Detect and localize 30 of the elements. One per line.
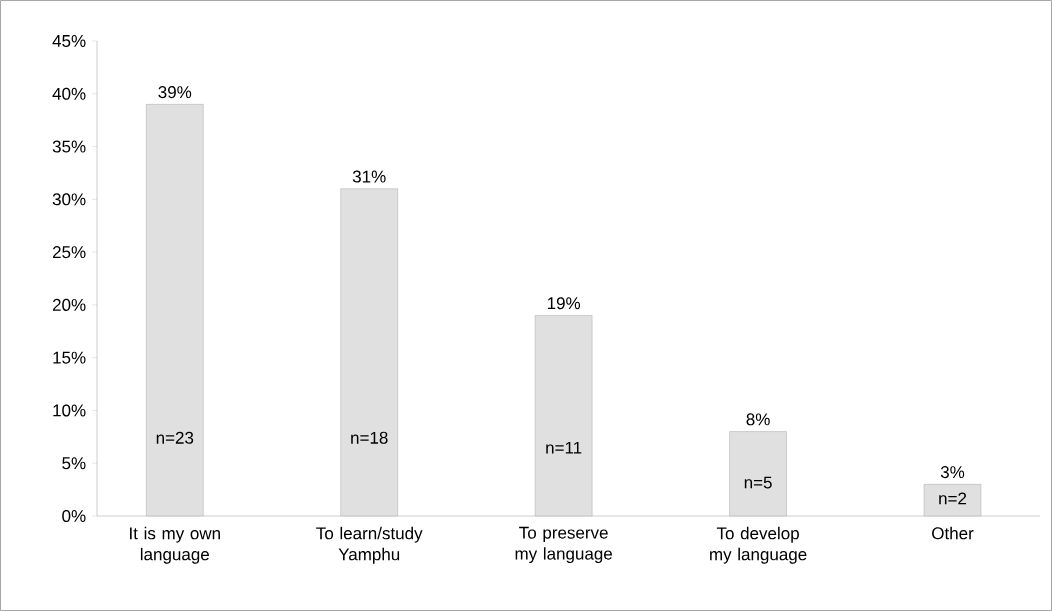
y-tick-label: 0% <box>62 509 86 523</box>
data-label: 31% <box>352 170 386 183</box>
y-tick-label: 30% <box>52 193 86 206</box>
annotation: n=2 <box>939 492 967 505</box>
annotation: n=18 <box>351 431 388 444</box>
x-tick-label: To develop my language <box>710 526 807 564</box>
x-tick-label: It is my own language <box>130 526 220 564</box>
data-label: 19% <box>547 297 581 310</box>
annotation: n=5 <box>744 476 772 489</box>
bar <box>340 188 398 517</box>
y-tick-label: 25% <box>52 246 86 259</box>
bar <box>923 484 982 517</box>
bar <box>534 315 593 517</box>
y-tick-label: 45% <box>52 35 86 47</box>
bar <box>729 431 787 517</box>
y-tick-label: 15% <box>53 351 86 364</box>
y-tick-label: 5% <box>62 457 86 470</box>
x-tick-label: Other <box>932 526 974 540</box>
data-label: 8% <box>746 413 770 426</box>
bar <box>146 104 204 517</box>
annotation: n=11 <box>546 441 582 454</box>
annotation: n=23 <box>156 431 194 444</box>
x-tick-label: To learn/study Yamphu <box>316 526 423 564</box>
data-label: 3% <box>940 466 965 479</box>
y-tick-label: 20% <box>52 298 86 311</box>
y-tick-label: 40% <box>52 87 86 100</box>
data-label: 39% <box>158 86 192 99</box>
y-tick-label: 10% <box>53 404 86 417</box>
x-tick-label: To preserve my language <box>515 526 613 564</box>
y-tick-label: 35% <box>52 140 86 153</box>
